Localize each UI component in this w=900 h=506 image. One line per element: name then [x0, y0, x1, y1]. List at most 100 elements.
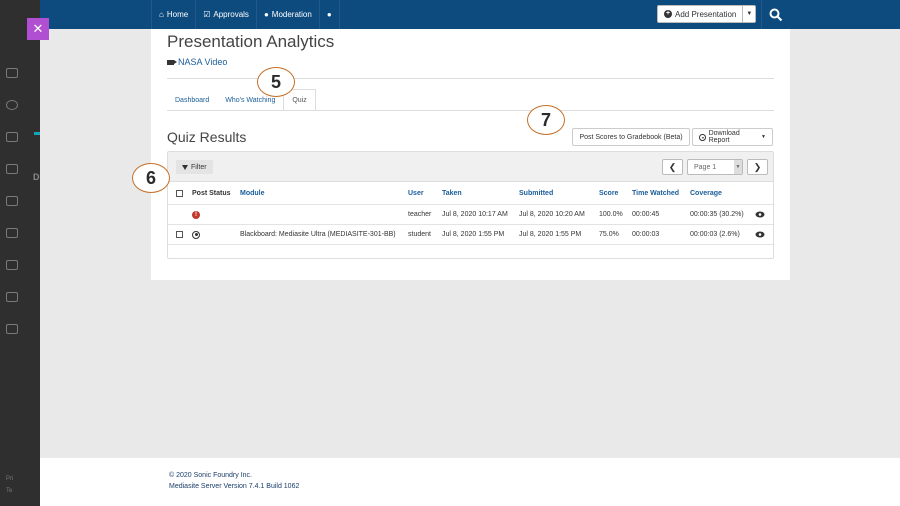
- sidebar-icon[interactable]: [6, 132, 18, 142]
- sidebar-icon[interactable]: [6, 68, 18, 78]
- user-cell: student: [408, 231, 431, 238]
- nav-home-label: Home: [166, 10, 189, 19]
- download-report-label: Download Report: [708, 130, 740, 144]
- close-icon[interactable]: ✕: [27, 18, 49, 40]
- add-presentation-button[interactable]: + Add Presentation ▼: [657, 5, 757, 23]
- document-icon[interactable]: [6, 260, 18, 270]
- download-icon: [699, 133, 706, 141]
- download-report-button[interactable]: Download Report ▼: [692, 128, 773, 146]
- next-page-button[interactable]: ❯: [747, 159, 768, 175]
- sidebar-icon[interactable]: [6, 164, 18, 174]
- sidebar-footer-text: Te: [6, 488, 13, 494]
- left-sidebar: D Pri Te: [0, 0, 40, 506]
- grid-toolbar: Filter ❮ Page 1 ▼ ❯: [168, 152, 773, 182]
- chevron-down-icon[interactable]: ▼: [746, 11, 753, 17]
- search-button[interactable]: [761, 0, 790, 29]
- module-cell: Blackboard: Mediasite Ultra (MEDIASITE-3…: [240, 231, 396, 238]
- eye-icon: [755, 211, 765, 218]
- column-header[interactable]: Taken: [442, 189, 462, 197]
- tab-whos-watching[interactable]: Who's Watching: [225, 96, 276, 104]
- eye-icon: [755, 231, 765, 238]
- table-row: ! teacher Jul 8, 2020 10:17 AM Jul 8, 20…: [168, 205, 773, 225]
- submitted-cell: Jul 8, 2020 1:55 PM: [519, 231, 582, 238]
- coverage-cell: 00:00:35 (30.2%): [690, 211, 744, 218]
- posted-status-icon: [192, 230, 200, 239]
- user-icon: ●: [263, 10, 269, 19]
- select-all-cell: [176, 182, 183, 204]
- taken-cell: Jul 8, 2020 10:17 AM: [442, 211, 508, 218]
- top-navigation: ⌂ Home ☑ Approvals ● Moderation ● + Add …: [40, 0, 900, 29]
- user-icon: ●: [326, 10, 332, 19]
- score-cell: 75.0%: [599, 231, 619, 238]
- nav-profile[interactable]: ●: [320, 0, 340, 29]
- divider: [167, 78, 774, 79]
- column-header[interactable]: Coverage: [690, 189, 722, 197]
- column-header[interactable]: Module: [240, 189, 265, 197]
- view-button[interactable]: [755, 225, 765, 244]
- page-select-value: Page 1: [694, 163, 717, 171]
- mail-icon[interactable]: [6, 228, 18, 238]
- page-select[interactable]: Page 1 ▼: [687, 159, 743, 175]
- active-indicator: [34, 132, 40, 135]
- post-status-cell: !: [192, 205, 200, 224]
- video-camera-icon: [167, 59, 177, 65]
- filter-icon: [182, 164, 188, 170]
- callout-step-6: 6: [132, 163, 170, 193]
- globe-icon[interactable]: [6, 100, 18, 110]
- chevron-down-icon: ▼: [734, 160, 742, 174]
- taken-cell: Jul 8, 2020 1:55 PM: [442, 231, 505, 238]
- column-header[interactable]: Post Status: [192, 189, 231, 197]
- submitted-cell: Jul 8, 2020 10:20 AM: [519, 211, 585, 218]
- filter-button[interactable]: Filter: [176, 160, 213, 174]
- nav-moderation[interactable]: ● Moderation: [257, 0, 320, 29]
- select-all-checkbox[interactable]: [176, 189, 183, 197]
- page-footer: © 2020 Sonic Foundry Inc. Mediasite Serv…: [40, 458, 900, 506]
- view-button[interactable]: [755, 205, 765, 224]
- filter-label: Filter: [191, 163, 207, 171]
- content-panel: Presentation Analytics NASA Video Dashbo…: [151, 29, 790, 280]
- home-icon: ⌂: [159, 10, 164, 19]
- row-select-cell: [176, 225, 183, 244]
- sidebar-section-letter: D: [33, 172, 40, 182]
- plus-circle-icon: +: [664, 10, 672, 18]
- check-square-icon: ☑: [203, 10, 211, 19]
- score-cell: 100.0%: [599, 211, 623, 218]
- nav-home[interactable]: ⌂ Home: [151, 0, 197, 29]
- add-presentation-label: Add Presentation: [675, 9, 737, 19]
- row-checkbox[interactable]: [176, 231, 183, 238]
- section-title: Quiz Results: [167, 129, 247, 145]
- video-link-label[interactable]: NASA Video: [178, 57, 228, 67]
- version-text: Mediasite Server Version 7.4.1 Build 106…: [169, 483, 300, 490]
- coverage-cell: 00:00:03 (2.6%): [690, 231, 740, 238]
- post-scores-button[interactable]: Post Scores to Gradebook (Beta): [572, 128, 690, 146]
- analytics-tabs: Dashboard Who's Watching Quiz: [167, 89, 316, 111]
- logout-icon[interactable]: [6, 324, 18, 334]
- sidebar-icon[interactable]: [6, 196, 18, 206]
- sidebar-footer-text: Pri: [6, 476, 14, 482]
- time-watched-cell: 00:00:45: [632, 211, 660, 218]
- time-watched-cell: 00:00:03: [632, 231, 660, 238]
- nav-approvals[interactable]: ☑ Approvals: [196, 0, 257, 29]
- column-header[interactable]: User: [408, 189, 424, 197]
- page-title: Presentation Analytics: [167, 32, 335, 51]
- callout-step-5: 5: [257, 67, 295, 97]
- table-row: Blackboard: Mediasite Ultra (MEDIASITE-3…: [168, 225, 773, 245]
- column-header[interactable]: Time Watched: [632, 189, 680, 197]
- post-status-cell: [192, 225, 200, 244]
- callout-step-7: 7: [527, 105, 565, 135]
- chevron-down-icon: ▼: [761, 134, 766, 140]
- previous-page-button[interactable]: ❮: [662, 159, 683, 175]
- column-header[interactable]: Submitted: [519, 189, 554, 197]
- nav-approvals-label: Approvals: [213, 10, 249, 19]
- video-link[interactable]: NASA Video: [167, 57, 227, 67]
- add-presentation-main[interactable]: + Add Presentation: [658, 6, 744, 22]
- column-header[interactable]: Score: [599, 189, 619, 197]
- search-icon: [769, 8, 783, 21]
- divider: [167, 110, 774, 111]
- tab-dashboard[interactable]: Dashboard: [175, 96, 210, 104]
- nav-moderation-label: Moderation: [271, 10, 312, 19]
- sidebar-icon[interactable]: [6, 292, 18, 302]
- user-cell: teacher: [408, 211, 432, 218]
- table-header-row: Post Status Module User Taken Submitted …: [168, 182, 773, 205]
- error-icon: !: [192, 210, 200, 219]
